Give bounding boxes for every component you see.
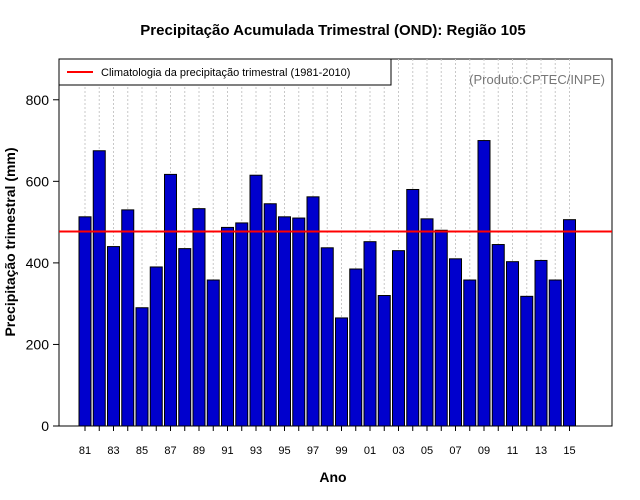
- bar-1987: [164, 173, 177, 427]
- y-tick-label: 600: [26, 173, 50, 189]
- bar-1994: [263, 203, 277, 427]
- x-tick-label: 85: [136, 445, 148, 457]
- x-tick-label: 81: [79, 445, 91, 457]
- bar-1988: [178, 248, 192, 427]
- x-tick-label: 91: [221, 445, 233, 457]
- bar-1999: [335, 317, 348, 427]
- bar-2009: [477, 140, 491, 427]
- legend-box: [58, 58, 392, 86]
- bar-1989: [192, 208, 206, 427]
- bar-2015: [563, 219, 576, 427]
- bar-2010: [491, 244, 505, 427]
- bar-1996: [292, 217, 306, 427]
- bar-2002: [377, 295, 391, 427]
- x-axis-label: Ano: [319, 469, 346, 485]
- bar-1982: [92, 150, 106, 427]
- bar-1983: [107, 246, 120, 427]
- legend: Climatologia da precipitação trimestral …: [58, 58, 392, 86]
- bar-2001: [363, 241, 377, 427]
- legend-label: Climatologia da precipitação trimestral …: [101, 67, 350, 79]
- bar-2013: [534, 259, 548, 427]
- x-axis: 81 83 85 87 89 91 93 95 97 99 01 03 05 07 09 11 13 15: [79, 426, 576, 457]
- x-tick-label: 89: [193, 445, 205, 457]
- bar-2014: [548, 279, 562, 427]
- bars: [78, 140, 576, 427]
- bar-2012: [520, 295, 534, 427]
- bar-2004: [406, 188, 420, 427]
- bar-1998: [320, 247, 334, 427]
- x-tick-label: 99: [335, 445, 347, 457]
- y-axis: 0 200 400 600 800: [26, 92, 59, 434]
- bar-1992: [235, 222, 249, 427]
- bar-2006: [434, 229, 448, 427]
- bar-1991: [221, 226, 234, 427]
- x-tick-label: 87: [164, 445, 176, 457]
- y-tick-label: 800: [26, 92, 50, 108]
- bar-1993: [249, 174, 263, 427]
- x-tick-label: 03: [392, 445, 404, 457]
- bar-2008: [463, 279, 477, 427]
- y-tick-label: 200: [26, 336, 50, 352]
- x-tick-label: 09: [478, 445, 490, 457]
- x-tick-label: 15: [563, 445, 575, 457]
- x-tick-label: 07: [449, 445, 461, 457]
- bar-2005: [420, 218, 434, 427]
- credit-text: (Produto:CPTEC/INPE): [469, 72, 605, 87]
- bar-1990: [206, 279, 220, 427]
- y-tick-label: 400: [26, 255, 50, 271]
- bar-2000: [349, 268, 363, 427]
- bar-2011: [506, 261, 519, 427]
- x-tick-label: 93: [250, 445, 262, 457]
- bar-2003: [392, 250, 405, 427]
- bar-2007: [449, 258, 462, 427]
- bar-1985: [135, 307, 149, 427]
- x-tick-label: 01: [364, 445, 376, 457]
- bar-1984: [121, 209, 135, 427]
- x-tick-label: 05: [421, 445, 433, 457]
- x-tick-label: 95: [278, 445, 290, 457]
- chart-title: Precipitação Acumulada Trimestral (OND):…: [140, 22, 525, 39]
- y-tick-label: 0: [41, 418, 49, 434]
- bar-1995: [278, 216, 291, 427]
- x-tick-label: 11: [507, 445, 518, 457]
- x-tick-label: 97: [307, 445, 319, 457]
- x-tick-label: 83: [107, 445, 119, 457]
- bar-1986: [149, 266, 163, 427]
- x-tick-label: 13: [535, 445, 547, 457]
- y-axis-label: Precipitação trimestral (mm): [2, 147, 18, 336]
- bar-1981: [78, 216, 92, 427]
